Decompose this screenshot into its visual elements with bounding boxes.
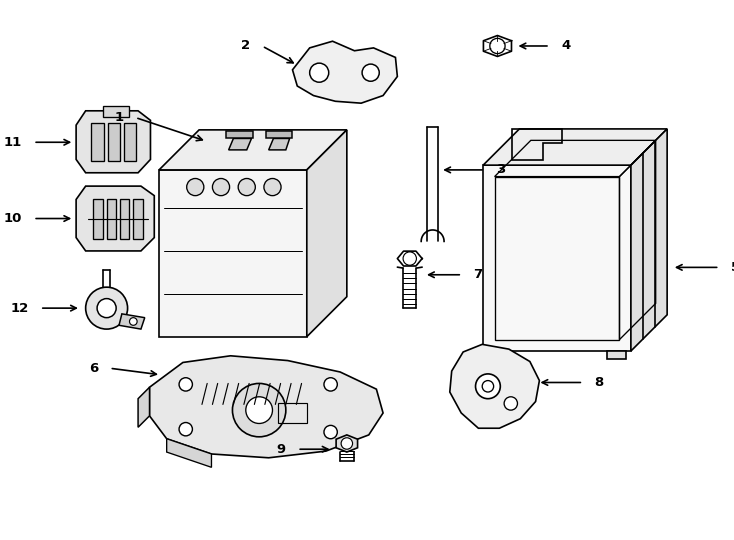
Bar xyxy=(108,123,120,161)
Polygon shape xyxy=(488,351,507,359)
Circle shape xyxy=(179,422,192,436)
Polygon shape xyxy=(167,438,211,467)
Polygon shape xyxy=(307,130,347,337)
Circle shape xyxy=(362,64,379,81)
Bar xyxy=(120,199,129,240)
Text: 5: 5 xyxy=(731,261,734,274)
Polygon shape xyxy=(483,165,631,351)
Circle shape xyxy=(246,397,272,423)
Circle shape xyxy=(490,38,505,53)
Circle shape xyxy=(186,179,204,195)
Polygon shape xyxy=(483,129,667,165)
Polygon shape xyxy=(450,345,539,428)
Text: 2: 2 xyxy=(241,39,250,52)
Text: 8: 8 xyxy=(595,376,604,389)
Polygon shape xyxy=(150,356,383,458)
Bar xyxy=(91,123,103,161)
Text: 1: 1 xyxy=(115,111,124,124)
Circle shape xyxy=(310,63,329,82)
Circle shape xyxy=(233,383,286,437)
Bar xyxy=(124,123,137,161)
Circle shape xyxy=(129,318,137,325)
Bar xyxy=(106,199,116,240)
Polygon shape xyxy=(138,387,150,427)
Polygon shape xyxy=(76,186,154,251)
Text: 12: 12 xyxy=(10,302,29,315)
Text: 6: 6 xyxy=(89,362,98,375)
Polygon shape xyxy=(226,131,253,138)
Circle shape xyxy=(238,179,255,195)
Polygon shape xyxy=(266,131,291,138)
Polygon shape xyxy=(336,435,357,452)
Circle shape xyxy=(476,374,501,399)
Polygon shape xyxy=(269,138,290,150)
Circle shape xyxy=(86,287,128,329)
Text: 11: 11 xyxy=(4,136,22,148)
Circle shape xyxy=(264,179,281,195)
Bar xyxy=(103,106,129,118)
Bar xyxy=(93,199,103,240)
Circle shape xyxy=(504,397,517,410)
Polygon shape xyxy=(119,314,145,329)
Text: 9: 9 xyxy=(277,443,286,456)
Polygon shape xyxy=(293,41,397,103)
Text: 4: 4 xyxy=(562,39,570,52)
Circle shape xyxy=(212,179,230,195)
Circle shape xyxy=(403,252,416,265)
Polygon shape xyxy=(159,130,347,170)
Circle shape xyxy=(97,299,116,318)
Polygon shape xyxy=(631,129,667,351)
Text: 7: 7 xyxy=(473,268,483,281)
Circle shape xyxy=(324,426,338,438)
Circle shape xyxy=(341,438,352,449)
Circle shape xyxy=(179,377,192,391)
Polygon shape xyxy=(159,170,307,337)
Polygon shape xyxy=(607,351,626,359)
Bar xyxy=(278,403,307,422)
Polygon shape xyxy=(76,111,150,173)
Text: 10: 10 xyxy=(4,212,22,225)
Bar xyxy=(134,199,143,240)
Circle shape xyxy=(324,377,338,391)
Text: 3: 3 xyxy=(496,164,506,177)
Polygon shape xyxy=(228,138,252,150)
